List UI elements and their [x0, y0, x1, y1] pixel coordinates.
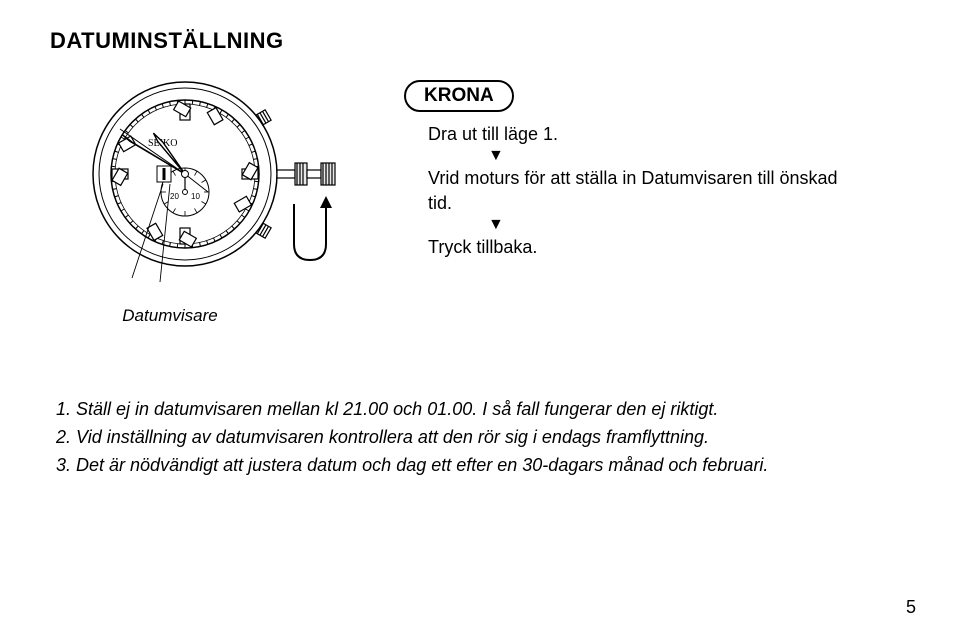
watch-diagram: SEIKO 20 — [80, 74, 370, 304]
step-2: Vrid moturs för att ställa in Datumvisar… — [428, 166, 858, 215]
page-title: DATUMINSTÄLLNING — [50, 28, 910, 54]
watch-column: SEIKO 20 — [80, 74, 370, 326]
instructions-block: KRONA Dra ut till läge 1. ▼ Vrid moturs … — [398, 74, 858, 261]
arrow-down-icon: ▼ — [488, 217, 858, 233]
subdial-10: 10 — [191, 192, 200, 201]
step-3: Tryck tillbaka. — [428, 235, 858, 259]
top-row: SEIKO 20 — [80, 74, 910, 326]
krona-label: KRONA — [404, 80, 514, 112]
note-2: 2. Vid inställning av datumvisaren kontr… — [56, 424, 910, 450]
subdial-20: 20 — [170, 192, 179, 201]
arrow-down-icon: ▼ — [488, 148, 858, 164]
datumvisare-caption: Datumvisare — [122, 306, 217, 326]
note-3: 3. Det är nödvändigt att justera datum o… — [56, 452, 910, 478]
page-number: 5 — [906, 597, 916, 618]
step-1: Dra ut till läge 1. — [428, 122, 858, 146]
note-1: 1. Ställ ej in datumvisaren mellan kl 21… — [56, 396, 910, 422]
notes-block: 1. Ställ ej in datumvisaren mellan kl 21… — [56, 396, 910, 478]
